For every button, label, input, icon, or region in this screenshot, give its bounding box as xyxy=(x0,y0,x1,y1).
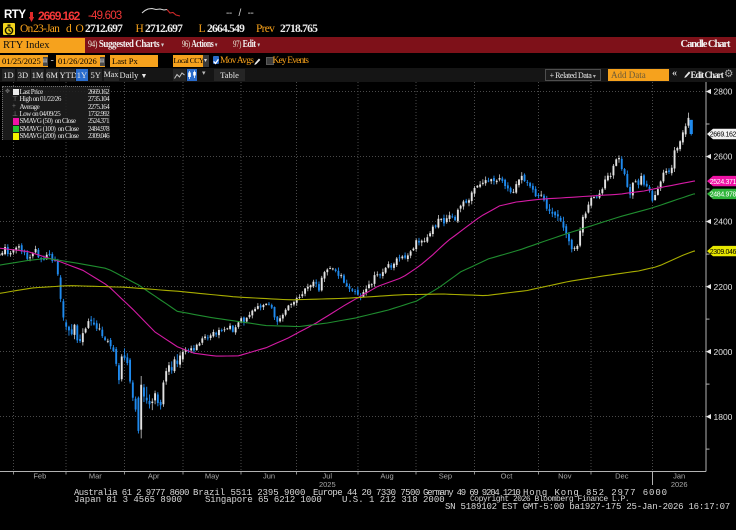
svg-text:Jan: Jan xyxy=(673,472,685,481)
svg-text:Mar: Mar xyxy=(89,472,102,481)
svg-text:2524.371: 2524.371 xyxy=(710,179,736,186)
svg-text:1800: 1800 xyxy=(714,412,733,422)
svg-text:2025: 2025 xyxy=(319,480,336,489)
svg-text:Jul: Jul xyxy=(323,472,333,481)
svg-text:2484.978: 2484.978 xyxy=(710,192,736,199)
svg-text:Nov: Nov xyxy=(558,472,572,481)
svg-text:May: May xyxy=(205,472,219,481)
svg-text:2800: 2800 xyxy=(714,87,733,97)
svg-text:Apr: Apr xyxy=(148,472,160,481)
svg-text:Sep: Sep xyxy=(439,472,452,481)
svg-text:Aug: Aug xyxy=(380,472,393,481)
svg-text:Jun: Jun xyxy=(263,472,275,481)
svg-text:Oct: Oct xyxy=(501,472,514,481)
svg-text:Dec: Dec xyxy=(615,472,629,481)
svg-text:2026: 2026 xyxy=(671,480,688,489)
svg-text:2600: 2600 xyxy=(714,152,733,162)
svg-text:2400: 2400 xyxy=(714,217,733,227)
svg-text:2669.162: 2669.162 xyxy=(710,132,736,139)
svg-text:Feb: Feb xyxy=(33,472,46,481)
svg-text:2000: 2000 xyxy=(714,347,733,357)
svg-text:2200: 2200 xyxy=(714,282,733,292)
svg-text:2309.046: 2309.046 xyxy=(710,249,736,256)
